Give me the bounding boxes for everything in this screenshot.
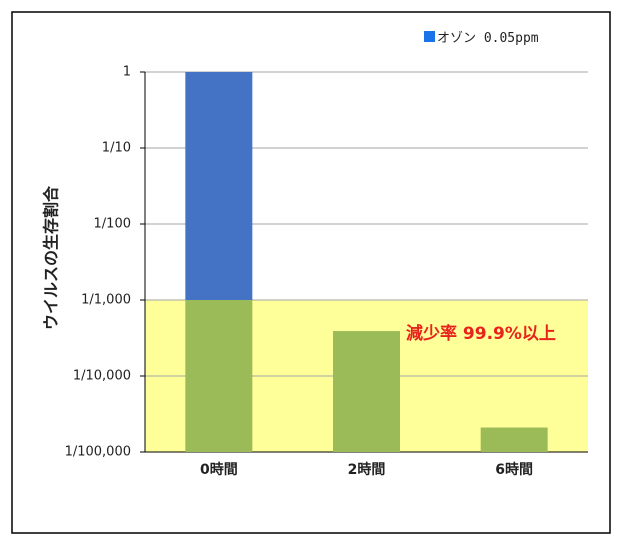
- y-tick-label: 1/100: [94, 217, 131, 232]
- bar: [480, 427, 548, 452]
- x-category-label: 2時間: [348, 461, 386, 478]
- y-tick-label: 1/100,000: [65, 445, 131, 460]
- y-tick-label: 1: [123, 65, 131, 80]
- y-tick-label: 1/1,000: [81, 293, 131, 308]
- legend-label: オゾン 0.05ppm: [437, 31, 539, 46]
- bar-segment-in-band: [185, 300, 253, 452]
- legend-marker: [424, 31, 435, 42]
- x-category-label: 6時間: [495, 461, 533, 478]
- x-category-label: 0時間: [200, 461, 238, 478]
- legend: オゾン 0.05ppm: [424, 31, 539, 46]
- reduction-annotation: 減少率 99.9%以上: [406, 323, 556, 344]
- bar: [333, 331, 400, 452]
- y-tick-label: 1/10: [102, 141, 131, 156]
- y-axis-label: ウイルスの生存割合: [42, 185, 61, 330]
- bar-segment-above-band: [185, 72, 253, 300]
- y-tick-label: 1/10,000: [73, 369, 131, 384]
